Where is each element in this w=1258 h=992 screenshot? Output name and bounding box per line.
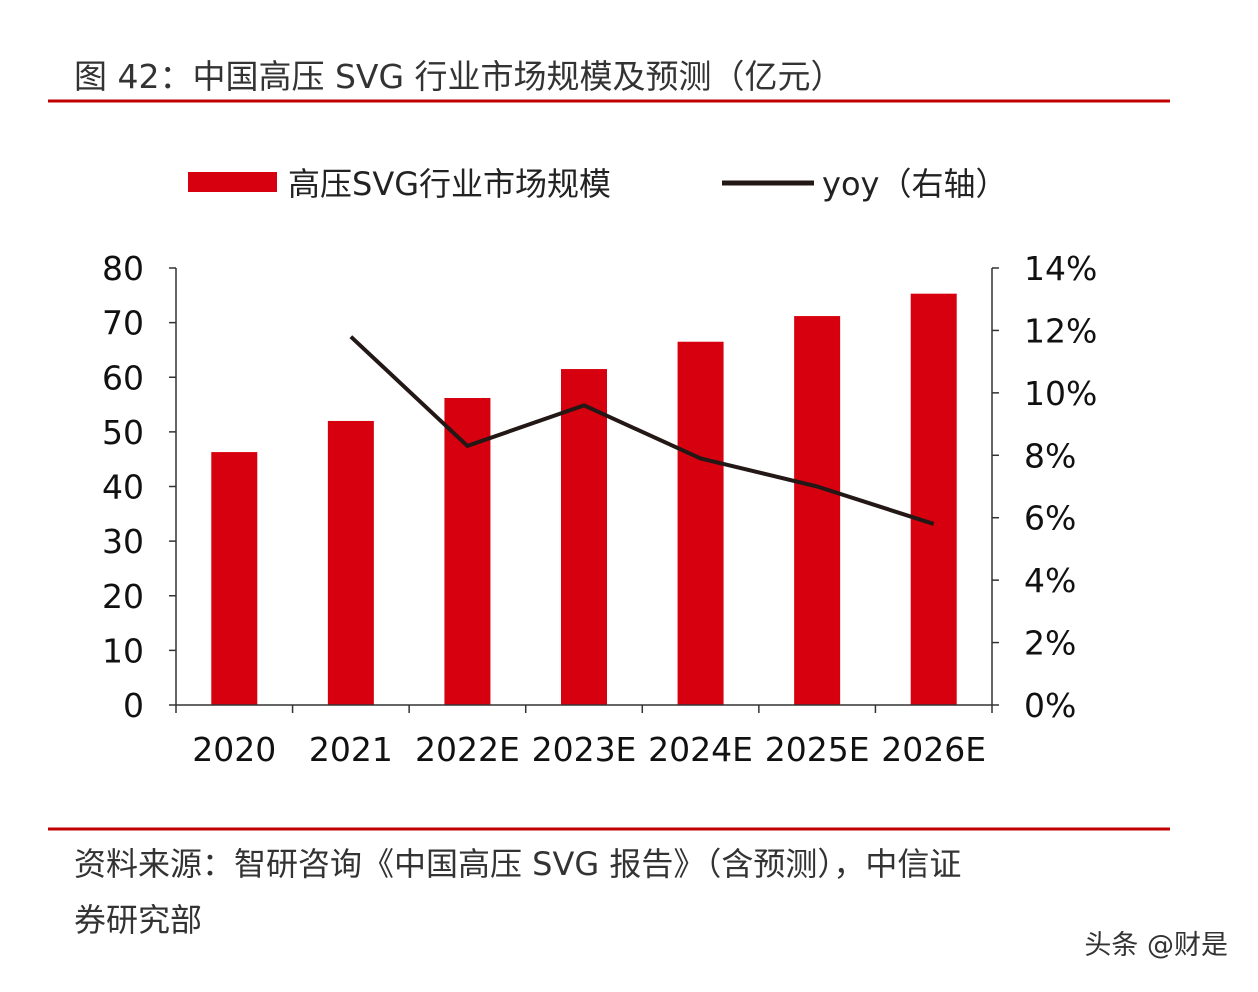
left-tick-label: 0 — [123, 686, 144, 725]
bar-2025E — [794, 316, 840, 705]
x-tick-label: 2024E — [648, 730, 753, 769]
left-tick-label: 10 — [102, 631, 144, 670]
watermark: 头条 @财是 — [1084, 930, 1228, 961]
bar-2024E — [678, 342, 724, 705]
right-tick-label: 14% — [1024, 249, 1097, 288]
legend-bar-swatch — [188, 172, 277, 192]
x-tick-label: 2020 — [192, 730, 276, 769]
bar-2026E — [911, 294, 957, 705]
legend: 高压SVG行业市场规模 yoy（右轴） — [188, 165, 1007, 203]
legend-bar-label: 高压SVG行业市场规模 — [288, 165, 611, 203]
left-tick-label: 20 — [102, 577, 144, 616]
bar-2021 — [328, 421, 374, 705]
source-text-line2: 券研究部 — [74, 901, 202, 939]
right-tick-label: 0% — [1024, 686, 1076, 725]
left-tick-label: 40 — [102, 468, 144, 507]
bar-2023E — [561, 369, 607, 705]
left-tick-label: 80 — [102, 249, 144, 288]
right-tick-label: 12% — [1024, 311, 1097, 350]
right-tick-label: 8% — [1024, 436, 1076, 475]
right-tick-label: 6% — [1024, 499, 1076, 538]
x-tick-label: 2021 — [309, 730, 393, 769]
bar-2020 — [211, 452, 257, 705]
left-tick-label: 30 — [102, 522, 144, 561]
x-tick-label: 2026E — [881, 730, 986, 769]
right-tick-label: 4% — [1024, 561, 1076, 600]
right-tick-label: 2% — [1024, 624, 1076, 663]
plot-area: 0 10 20 30 40 50 60 70 80 0% 2% 4% 6% 8% 10% 12% 14% 2020… — [102, 249, 1097, 769]
x-tick-label: 2023E — [532, 730, 637, 769]
yoy-line — [351, 337, 934, 524]
right-tick-label: 10% — [1024, 374, 1097, 413]
figure-title: 图 42：中国高压 SVG 行业市场规模及预测（亿元） — [74, 57, 844, 96]
source-text-line1: 资料来源：智研咨询《中国高压 SVG 报告》（含预测），中信证 — [74, 845, 961, 883]
left-tick-label: 60 — [102, 358, 144, 397]
x-tick-label: 2025E — [765, 730, 870, 769]
left-tick-label: 70 — [102, 304, 144, 343]
x-tick-label: 2022E — [415, 730, 520, 769]
legend-line-label: yoy（右轴） — [822, 165, 1007, 203]
left-tick-label: 50 — [102, 413, 144, 452]
